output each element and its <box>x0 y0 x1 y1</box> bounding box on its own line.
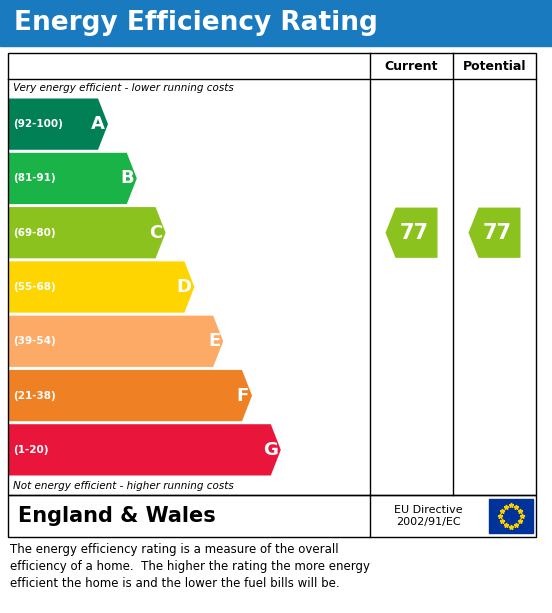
Polygon shape <box>8 153 137 204</box>
Text: A: A <box>91 115 105 133</box>
Polygon shape <box>8 207 166 258</box>
Polygon shape <box>469 208 521 258</box>
Polygon shape <box>8 99 108 150</box>
Bar <box>489 499 533 533</box>
Text: The energy efficiency rating is a measure of the overall
efficiency of a home.  : The energy efficiency rating is a measur… <box>10 543 370 590</box>
Text: England & Wales: England & Wales <box>18 506 216 526</box>
Text: (69-80): (69-80) <box>13 227 56 238</box>
Text: D: D <box>177 278 192 296</box>
Bar <box>0 0 552 46</box>
Text: (39-54): (39-54) <box>13 337 56 346</box>
Text: (92-100): (92-100) <box>13 119 63 129</box>
Bar <box>8 53 536 495</box>
Polygon shape <box>8 424 281 476</box>
Text: (21-38): (21-38) <box>13 390 56 400</box>
Bar <box>8 495 536 537</box>
Text: Potential: Potential <box>463 59 526 72</box>
Text: 77: 77 <box>400 223 428 243</box>
Text: C: C <box>150 224 163 242</box>
Text: E: E <box>208 332 220 350</box>
Text: EU Directive
2002/91/EC: EU Directive 2002/91/EC <box>394 505 463 527</box>
Polygon shape <box>8 261 194 313</box>
Text: (55-68): (55-68) <box>13 282 56 292</box>
Text: F: F <box>237 387 249 405</box>
Text: G: G <box>263 441 278 459</box>
Text: Very energy efficient - lower running costs: Very energy efficient - lower running co… <box>13 83 233 93</box>
Text: Not energy efficient - higher running costs: Not energy efficient - higher running co… <box>13 481 233 491</box>
Polygon shape <box>385 208 438 258</box>
Text: Current: Current <box>385 59 438 72</box>
Text: B: B <box>120 169 134 188</box>
Polygon shape <box>8 370 252 421</box>
Text: 77: 77 <box>482 223 512 243</box>
Text: Energy Efficiency Rating: Energy Efficiency Rating <box>14 10 378 36</box>
Polygon shape <box>8 316 223 367</box>
Text: (1-20): (1-20) <box>13 445 49 455</box>
Text: (81-91): (81-91) <box>13 173 56 183</box>
